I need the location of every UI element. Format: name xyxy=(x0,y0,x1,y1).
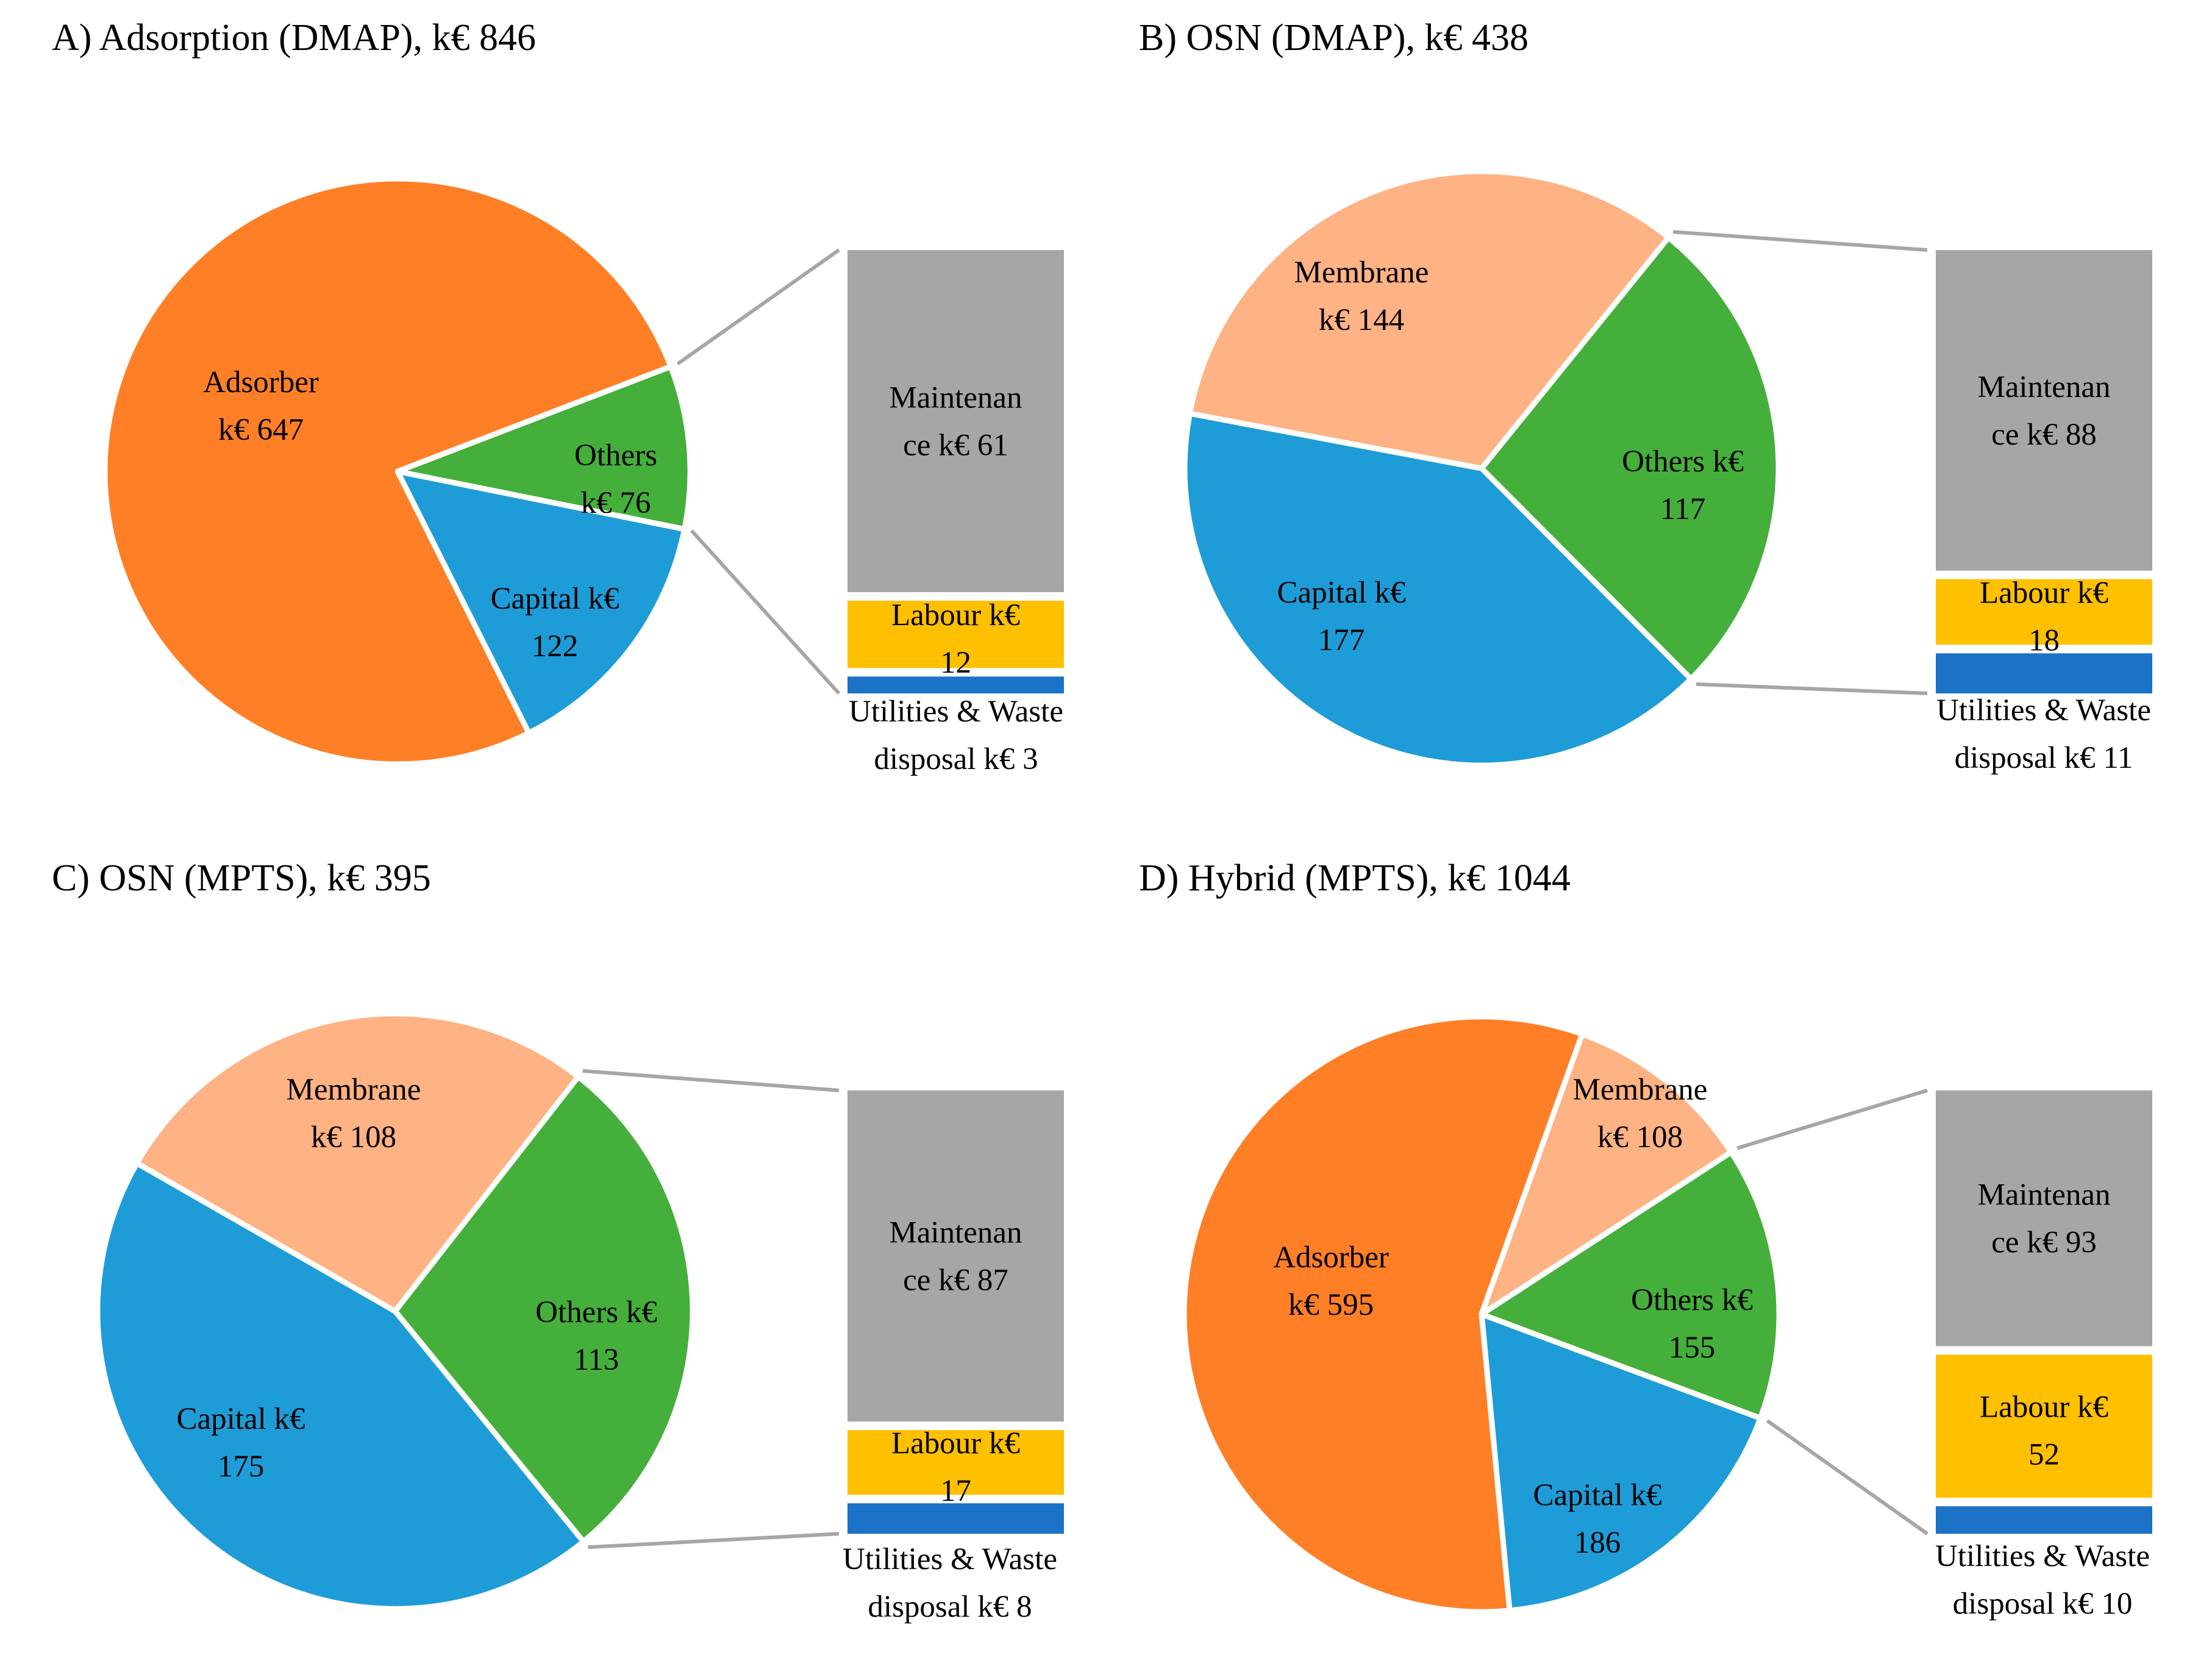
panel-b-bar-label-utilities: Utilities & Waste disposal k€ 11 xyxy=(1936,693,2151,775)
panel-a-slice-label-adsorber: Adsorber k€ 647 xyxy=(203,365,319,447)
panel-b-title: B) OSN (DMAP), k€ 438 xyxy=(1139,17,1529,59)
panel-b-bar-utilities xyxy=(1936,653,2152,693)
panel-c-slice-capital xyxy=(95,1160,587,1612)
panel-b-bar-labour xyxy=(1936,579,2152,645)
panel-a-bar-label-maintenance: Maintenan ce k€ 61 xyxy=(889,381,1022,463)
panel-a-bar-utilities xyxy=(847,676,1064,693)
panel-c: C) OSN (MPTS), k€ 395 Others k€ 113 Capita… xyxy=(52,857,1064,1624)
panel-c-slice-others xyxy=(392,1074,696,1545)
panel-d-slice-capital xyxy=(1479,1311,1763,1614)
panel-d-slice-label-adsorber: Adsorber k€ 595 xyxy=(1273,1240,1389,1322)
panel-c-bar-utilities xyxy=(847,1503,1064,1534)
panel-d-bar-maintenance xyxy=(1936,1090,2152,1347)
panel-d-slice-label-others: Others k€ 155 xyxy=(1631,1283,1753,1365)
panel-a-bar-labour xyxy=(847,601,1064,668)
panel-c-title: C) OSN (MPTS), k€ 395 xyxy=(52,857,431,899)
panel-d-bar-label-maintenance: Maintenan ce k€ 93 xyxy=(1977,1178,2110,1260)
panel-a-slice-adsorber xyxy=(102,176,674,767)
panel-b-bar-label-maintenance: Maintenan ce k€ 88 xyxy=(1977,370,2110,452)
panel-b-slice-others xyxy=(1479,235,1782,682)
panel-b-slice-label-others: Others k€ 117 xyxy=(1622,445,1744,526)
panel-b-bar-maintenance xyxy=(1936,250,2152,571)
panel-a-bar-maintenance xyxy=(847,250,1064,592)
panel-d-bar-label-utilities: Utilities & Waste disposal k€ 10 xyxy=(1935,1539,2150,1621)
panel-a-bar-label-labour: Labour k€ 12 xyxy=(891,598,1020,680)
panel-b-connector-bottom xyxy=(1696,682,1928,695)
panel-a-slice-others xyxy=(394,363,693,532)
panel-a: A) Adsorption (DMAP), k€ 846 Others k€ 76… xyxy=(52,17,1064,776)
panel-d-slice-label-membrane: Membrane k€ 108 xyxy=(1573,1073,1708,1154)
panel-c-connector-top xyxy=(582,1069,840,1092)
panel-c-connector-bottom xyxy=(588,1532,840,1550)
panel-b-slice-label-membrane: Membrane k€ 144 xyxy=(1294,256,1429,337)
panel-c-slice-membrane xyxy=(134,1011,581,1314)
panel-d-slice-adsorber xyxy=(1181,1014,1585,1615)
panel-c-bar-label-maintenance: Maintenan ce k€ 87 xyxy=(889,1215,1022,1297)
panel-a-bar-label-utilities: Utilities & Waste disposal k€ 3 xyxy=(849,695,1063,776)
panel-c-bar-maintenance xyxy=(847,1090,1064,1422)
panel-d-connector-top xyxy=(1736,1089,1928,1150)
panel-c-bar-label-labour: Labour k€ 17 xyxy=(891,1426,1020,1508)
panel-c-slice-label-membrane: Membrane k€ 108 xyxy=(287,1073,421,1154)
panel-b-slice-label-capital: Capital k€ 177 xyxy=(1277,576,1405,657)
panel-d-bar-utilities xyxy=(1936,1506,2152,1534)
panel-b-connector-top xyxy=(1672,230,1928,252)
panel-a-connector-bottom xyxy=(690,529,841,695)
panel-d-slice-membrane xyxy=(1479,1031,1734,1317)
panel-b-bar-label-labour: Labour k€ 18 xyxy=(1980,576,2108,658)
panel-b: B) OSN (DMAP), k€ 438 Others k€ 117 Capita… xyxy=(1139,17,2152,775)
panel-d-slice-label-capital: Capital k€ 186 xyxy=(1533,1478,1661,1560)
panel-a-slice-label-capital: Capital k€ 122 xyxy=(490,582,619,664)
panel-b-slice-membrane xyxy=(1186,168,1671,471)
panel-b-slice-capital xyxy=(1182,410,1694,768)
panel-d-slice-others xyxy=(1479,1149,1782,1421)
panel-c-bar-label-utilities: Utilities & Waste disposal k€ 8 xyxy=(843,1542,1057,1624)
panel-d-connector-bottom xyxy=(1766,1419,1928,1536)
panel-a-title: A) Adsorption (DMAP), k€ 846 xyxy=(52,17,536,59)
panel-d-title: D) Hybrid (MPTS), k€ 1044 xyxy=(1139,857,1571,899)
panel-c-bar-labour xyxy=(847,1430,1064,1495)
panel-c-slice-label-capital: Capital k€ 175 xyxy=(176,1402,305,1484)
panel-d-bar-label-labour: Labour k€ 52 xyxy=(1980,1390,2108,1472)
panel-a-slice-capital xyxy=(394,468,688,736)
panel-d: D) Hybrid (MPTS), k€ 1044 Others k€ 155 Ca… xyxy=(1139,857,2152,1621)
panel-a-connector-top xyxy=(676,248,840,366)
panel-a-slice-label-others: Others k€ 76 xyxy=(574,438,657,520)
panel-d-bar-labour xyxy=(1936,1354,2152,1498)
panel-c-slice-label-others: Others k€ 113 xyxy=(535,1295,657,1377)
